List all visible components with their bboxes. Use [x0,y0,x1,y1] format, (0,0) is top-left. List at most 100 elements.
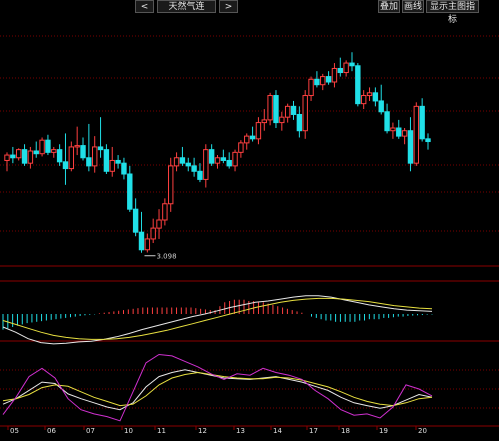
kdj-line-j [2,353,433,422]
x-tick-label: 05 [10,427,19,435]
candle-body [261,119,267,124]
candle-body [413,105,420,164]
candle-body [33,150,39,155]
candle-body [396,127,402,137]
candle-body [21,149,28,164]
candle-body [203,149,209,180]
candle-body [127,173,133,210]
x-tick-label: 19 [379,427,388,435]
candle-body [360,95,367,105]
macd-line-dea [2,297,433,340]
candle-body [401,130,408,137]
candle-body [232,151,238,167]
show-main-indicator-button[interactable]: 显示主图指标 [426,0,479,25]
candle-body [162,203,168,221]
candle-body [132,208,139,233]
chart-area: 3.098 05 06 07 10 11 12 13 14 17 18 19 20 [0,35,499,435]
draw-line-button[interactable]: 画线 [402,0,424,13]
candle-body [197,170,203,180]
x-tick-label: 20 [418,427,427,435]
candle-body [191,165,197,172]
candle-body [168,165,174,205]
candle-body [68,146,75,170]
candle-body [343,62,349,74]
candle-body [144,238,151,251]
candle-body [15,149,22,159]
candle-body [279,116,285,124]
symbol-title: 天然气连 [157,0,216,13]
candle-body [208,149,215,164]
candle-body [273,95,279,124]
toolbar: < 天然气连 > 叠加 画线 显示主图指标 [0,0,499,25]
candle-body [27,150,34,164]
candle-body [267,95,273,121]
candle-body [337,67,343,74]
candle-body [150,227,156,240]
candle-body [407,130,414,164]
candle-body [419,105,425,140]
candle-body [390,127,396,132]
candle-body [179,157,186,164]
candle-body [173,157,180,167]
macd-panel [2,295,433,345]
candle-body [109,159,115,172]
candle-body [4,154,10,161]
candle-body [103,149,110,172]
candle-body [51,149,57,153]
candle-body [238,142,244,153]
candle-body [45,139,51,153]
candle-body [97,146,104,151]
candle-body [255,122,262,140]
candle-body [302,95,308,132]
candle-body [62,161,69,170]
candle-body [314,78,320,86]
candle-body [220,157,227,161]
overlay-button[interactable]: 叠加 [378,0,400,13]
candle-body [74,145,80,148]
candle-body [349,62,355,67]
candle-body [115,159,121,164]
prev-button[interactable]: < [135,0,154,13]
grid [0,35,499,427]
candle-body [121,162,127,175]
candle-body [308,78,314,97]
candle-body [355,65,361,105]
candle-body [10,154,16,159]
candle-body [378,100,384,113]
kdj-panel [2,353,433,422]
x-tick-label: 13 [236,427,245,435]
x-tick-label: 17 [309,427,318,435]
candle-body [372,92,379,102]
low-price-label: 3.098 [156,253,176,261]
candle-body [384,111,390,132]
x-tick-label: 10 [124,427,133,435]
candle-body [296,113,303,132]
candle-body [92,146,98,167]
candle-body [320,76,326,86]
annotations: 3.098 [144,253,177,261]
candle-body [226,159,232,167]
next-button[interactable]: > [219,0,238,13]
x-tick-label: 14 [273,427,282,435]
candle-body [39,139,45,155]
candle-body [325,76,332,83]
x-tick-label: 07 [86,427,95,435]
candle-body [244,135,250,144]
candle-body [290,105,297,115]
x-tick-label: 06 [47,427,56,435]
kdj-line-d [2,371,433,407]
macd-line-dif [2,295,433,345]
candle-body [425,138,431,143]
candle-body [284,105,291,118]
x-tick-label: 12 [198,427,207,435]
candle-body [86,157,92,167]
candle-body [56,149,63,163]
candle-body [366,92,373,97]
candle-body [138,231,145,251]
candle-body [249,135,256,140]
candle-body [214,157,221,164]
candles [4,52,431,253]
candle-body [80,145,86,159]
candle-body [185,162,191,167]
candle-body [331,67,338,83]
